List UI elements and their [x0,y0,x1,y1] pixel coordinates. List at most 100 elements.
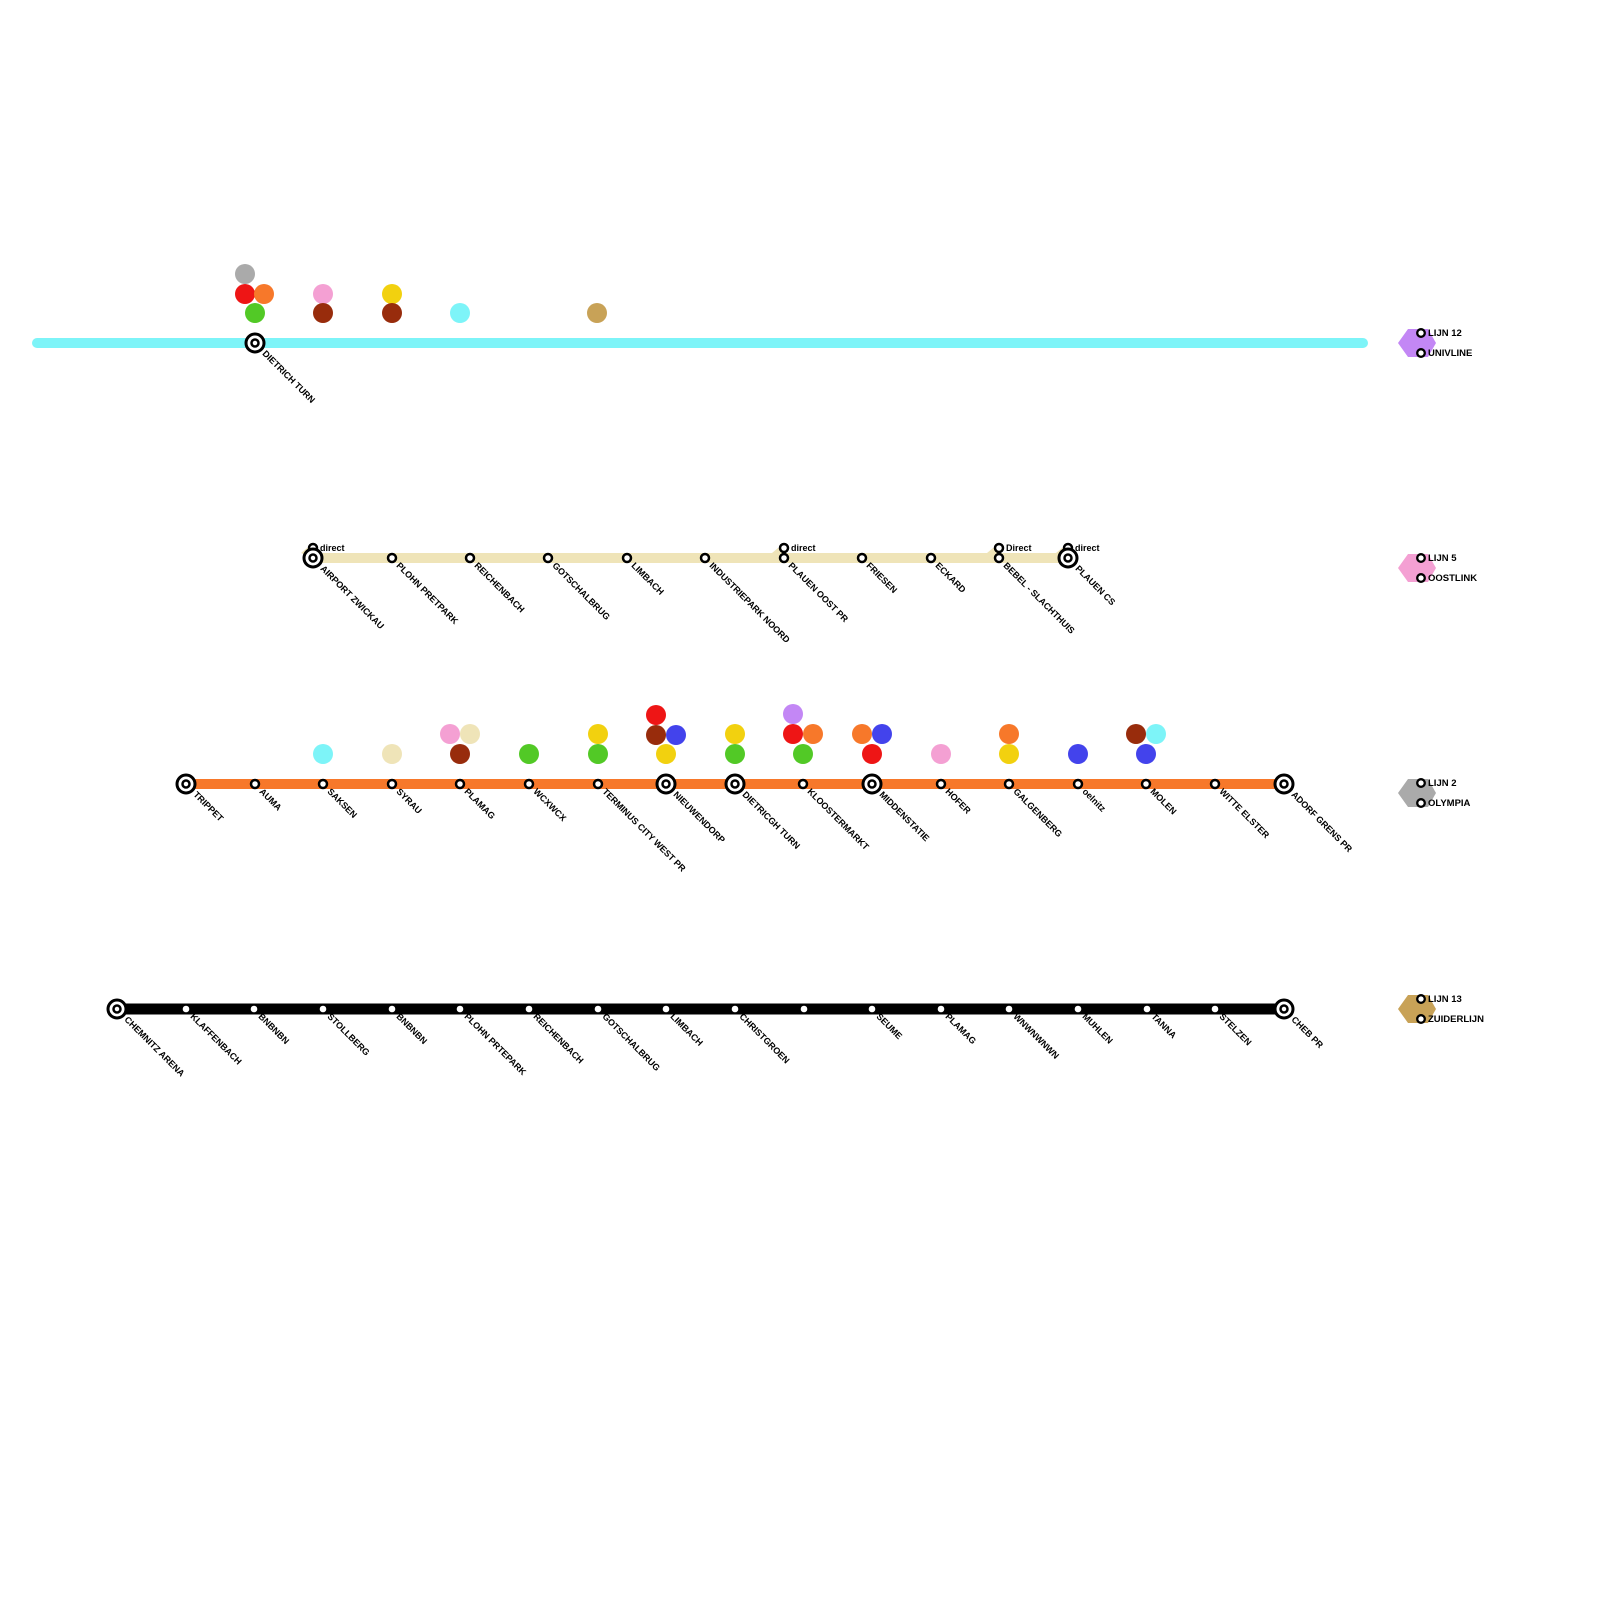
legend-dot-icon [1416,573,1426,583]
station-dot-icon [731,1005,739,1013]
legend-item[interactable]: LIJN 2 OLYMPIA [1398,778,1471,809]
station[interactable]: PLOHN PRETPARK [386,552,460,626]
station[interactable]: CHRISTGROEN [731,1005,792,1066]
transfer-dot-purple [783,704,803,724]
station-dot-icon [250,1005,258,1013]
transfer-dot-blue [872,724,892,744]
station-label: CHEB PR [1289,1014,1325,1050]
station-label: CHEMNITZ ARENA [122,1014,186,1078]
station-label: GOTSCHALBRUG [550,560,612,622]
branch-label: Direct [1006,543,1032,553]
legend-dot-icon [1416,328,1426,338]
legend-line-number: LIJN 13 [1428,994,1462,1005]
station-label: WCXWCX [531,786,568,823]
station-dot-icon [249,778,261,790]
legend-line-number: LIJN 5 [1428,553,1457,564]
station-dot-icon [456,1005,464,1013]
interchange-center-icon [1279,1004,1289,1014]
legend-dot-icon [1416,348,1426,358]
station[interactable]: WITTE ELSTER [1209,778,1272,841]
transfer-dot-red [783,724,803,744]
legend-dot-icon [1416,778,1426,788]
transfer-dot-yellow [725,724,745,744]
transfer-dot-brown [646,725,666,745]
interchange-center-icon [250,338,260,348]
interchange-station[interactable]: ADORF GRENS PR [1273,773,1355,855]
legend-dot-icon [1416,1014,1426,1024]
transfer-dot-brown [313,303,333,323]
branch-station-icon[interactable] [778,542,790,554]
interchange-center-icon [1279,779,1289,789]
transfer-dot-pink [931,744,951,764]
station[interactable]: GOTSCHALBRUG [542,552,612,622]
station-label: BNBNBN [394,1011,429,1046]
transfer-dot-blue [1136,744,1156,764]
station[interactable]: GOTSCHALBRUG [594,1005,662,1073]
transfer-dot-red [862,744,882,764]
station-label: HOFER [943,786,973,816]
transfer-dot-green [725,744,745,764]
station-dot-icon [525,1005,533,1013]
transfer-dot-cyan [1146,724,1166,744]
transfer-dot-gray [235,264,255,284]
transfer-dot-cream [382,744,402,764]
station-label: INDUSTRIEPARK NOORD [707,560,792,645]
station-label: PLAUEN CS [1073,563,1117,607]
interchange-station[interactable]: PLAUEN CS [1057,547,1117,607]
black-line: CHEMNITZ ARENA KLAFFENBACH BNBNBN STOLLBERG… [106,998,1326,1079]
interchange-center-icon [867,779,877,789]
station-label: FRIESEN [864,560,899,595]
transfer-dot-green [519,744,539,764]
station[interactable]: PLAUEN OOST PR [778,552,850,624]
station-dot-icon [797,778,809,790]
transfer-dot-orange [803,724,823,744]
station-label: LIMBACH [668,1011,704,1047]
legend-line-number: LIJN 2 [1428,778,1457,789]
interchange-center-icon [181,779,191,789]
station-dot-icon [778,552,790,564]
legend-item[interactable]: LIJN 12 UNIVLINE [1398,328,1472,359]
station-label: TANNA [1149,1011,1178,1040]
station-dot-icon [937,1005,945,1013]
station-label: PLAMAG [943,1011,978,1046]
station-label: AIRPORT ZWICKAU [318,563,386,631]
station-label: MOLEN [1148,786,1178,816]
station-dot-icon [925,552,937,564]
legend-item[interactable]: LIJN 13 ZUIDERLIJN [1398,994,1484,1025]
station-dot-icon [1140,778,1152,790]
station[interactable]: KLOOSTERMARKT [797,778,871,852]
station-label: STELZEN [1217,1011,1253,1047]
station-dot-icon [317,778,329,790]
legend-dot-icon [1416,553,1426,563]
station[interactable]: REICHENBACH [525,1005,586,1066]
transfer-dot-yellow [588,724,608,744]
branch-station-icon[interactable] [993,542,1005,554]
station-label: SEUME [874,1011,904,1041]
station[interactable]: PLOHN PRTEPARK [456,1005,529,1078]
station[interactable]: REICHENBACH [464,552,527,615]
station-label: PLOHN PRTEPARK [462,1011,528,1077]
station-dot-icon [454,778,466,790]
legend-item[interactable]: LIJN 5 OOSTLINK [1398,553,1477,584]
station-label: CHRISTGROEN [737,1011,791,1065]
station-label: BEBEL - SLACHTHUIS [1001,560,1076,635]
transfer-dot-blue [1068,744,1088,764]
transfer-dot-yellow [656,744,676,764]
station-dot-icon [1072,778,1084,790]
line-badge-icon [1398,329,1436,357]
station-label: STOLLBERG [325,1011,371,1057]
interchange-center-icon [730,779,740,789]
orange-line: TRIPPET AUMA SAKSEN SYRAU PLAMAG WCXWCX TERMIN… [175,704,1355,874]
station[interactable]: INDUSTRIEPARK NOORD [699,552,792,645]
transfer-dot-orange [852,724,872,744]
station[interactable]: KLAFFENBACH [182,1005,244,1067]
station-dot-icon [1209,778,1221,790]
station-label: BNBNBN [256,1011,291,1046]
transfer-dot-cream [460,724,480,744]
interchange-station[interactable]: CHEB PR [1273,998,1326,1051]
transfer-dot-brown [1126,724,1146,744]
station-label: REICHENBACH [472,560,526,614]
station[interactable] [800,1005,808,1013]
station-dot-icon [386,552,398,564]
